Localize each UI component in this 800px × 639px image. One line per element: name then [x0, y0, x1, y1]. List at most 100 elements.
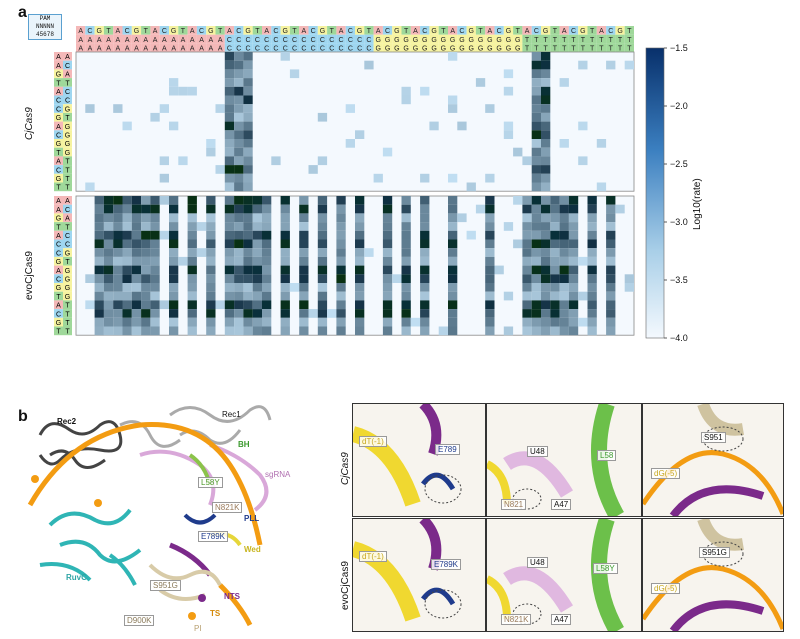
- heatmap-cell: [578, 156, 588, 166]
- seq-letter: T: [581, 37, 586, 44]
- zoom-label: S951: [701, 432, 726, 443]
- seq-cell: [206, 34, 216, 44]
- heatmap-cell: [234, 196, 244, 205]
- heatmap-cell: [317, 265, 328, 275]
- seq-letter: C: [497, 28, 502, 35]
- heatmap-cell: [336, 196, 346, 205]
- heatmap-cell: [401, 204, 411, 214]
- seq-letter: A: [162, 46, 167, 53]
- zoom-label: dG(-5): [651, 468, 681, 479]
- heatmap-cell: [94, 256, 104, 266]
- heatmap-cell: [280, 300, 290, 310]
- heatmap-cell: [531, 130, 541, 139]
- seq-cell: [103, 34, 114, 44]
- left-seq-letter: G: [65, 277, 70, 284]
- heatmap-cell: [122, 274, 132, 283]
- label-l58y: L58Y: [198, 477, 223, 488]
- seq-letter: C: [301, 37, 306, 44]
- heatmap-cell: [224, 147, 235, 157]
- left-seq-cell: [54, 95, 63, 105]
- seq-cell: [215, 26, 225, 35]
- heatmap-cell: [522, 230, 532, 240]
- heatmap-cell: [113, 317, 123, 327]
- heatmap-cell: [206, 147, 216, 157]
- seq-letter: C: [273, 46, 278, 53]
- heatmap-cell: [606, 204, 616, 214]
- heatmap-cell: [243, 52, 253, 61]
- heatmap-cell: [401, 283, 411, 292]
- heatmap-cell: [448, 222, 458, 231]
- left-seq-cell: [63, 95, 72, 105]
- heatmap-cell: [178, 86, 188, 96]
- heatmap-cell: [206, 248, 216, 257]
- heatmap-cell: [420, 248, 430, 257]
- left-seq-letter: A: [56, 303, 61, 310]
- heatmap-cell: [382, 196, 393, 205]
- heatmap-cell: [531, 204, 541, 214]
- left-seq-letter: C: [56, 167, 61, 174]
- seq-letter: G: [394, 37, 399, 44]
- heatmap-cell: [317, 283, 328, 292]
- heatmap-cell: [382, 265, 393, 275]
- heatmap-cell: [150, 274, 160, 283]
- left-seq-letter: G: [65, 285, 70, 292]
- heatmap-cell: [336, 265, 346, 275]
- seq-letter: G: [496, 46, 501, 53]
- seq-letter: A: [525, 28, 530, 35]
- heatmap-cell: [224, 317, 235, 327]
- seq-cell: [308, 34, 318, 44]
- left-seq-letter: T: [65, 259, 70, 266]
- heatmap-cell: [531, 300, 541, 310]
- left-seq-letter: G: [56, 216, 61, 223]
- seq-cell: [606, 34, 616, 44]
- seq-cell: [485, 26, 495, 35]
- heatmap-cell: [169, 204, 179, 214]
- left-seq-letter: C: [56, 106, 61, 113]
- zoom-label: L58Y: [593, 563, 618, 574]
- heatmap-cell: [559, 139, 569, 148]
- seq-cell: [410, 43, 421, 53]
- heatmap-cell: [382, 317, 393, 327]
- heatmap-cell: [131, 256, 142, 266]
- heatmap-cell: [531, 104, 541, 113]
- heatmap-cell: [299, 213, 309, 223]
- heatmap-cell: [85, 182, 95, 192]
- heatmap-cell: [355, 196, 365, 205]
- heatmap-cell: [336, 256, 346, 266]
- heatmap-cell: [113, 291, 123, 301]
- heatmap-cell: [187, 196, 197, 205]
- seq-letter: C: [339, 46, 344, 53]
- seq-letter: G: [394, 46, 399, 53]
- seq-cell: [513, 26, 523, 35]
- seq-letter: A: [264, 28, 269, 35]
- heatmap-cell: [187, 230, 197, 240]
- seq-letter: C: [236, 46, 241, 53]
- seq-cell: [280, 34, 290, 44]
- seq-cell: [420, 43, 430, 53]
- seq-letter: C: [264, 46, 269, 53]
- seq-letter: T: [367, 28, 372, 35]
- left-seq-cell: [54, 139, 63, 148]
- seq-letter: G: [357, 28, 362, 35]
- heatmap-cell: [252, 291, 262, 301]
- heatmap-cell: [122, 283, 132, 292]
- heatmap-cell: [150, 283, 160, 292]
- label-ruvc: RuvC: [66, 573, 87, 582]
- seq-cell: [522, 43, 532, 53]
- seq-cell: [587, 34, 597, 44]
- seq-cell: [457, 34, 467, 44]
- seq-letter: T: [627, 28, 632, 35]
- left-seq-cell: [54, 317, 63, 327]
- heatmap-cell: [262, 274, 272, 283]
- heatmap-cell: [559, 274, 569, 283]
- left-seq-letter: G: [56, 115, 61, 122]
- heatmap-cell: [317, 317, 328, 327]
- heatmap-cell: [355, 230, 365, 240]
- heatmap-cell: [513, 239, 523, 249]
- heatmap-cell: [299, 309, 309, 318]
- heatmap-cell: [187, 204, 197, 214]
- heatmap-cell: [382, 222, 393, 231]
- seq-cell: [280, 43, 290, 53]
- seq-cell: [475, 43, 486, 53]
- seq-cell: [243, 34, 253, 44]
